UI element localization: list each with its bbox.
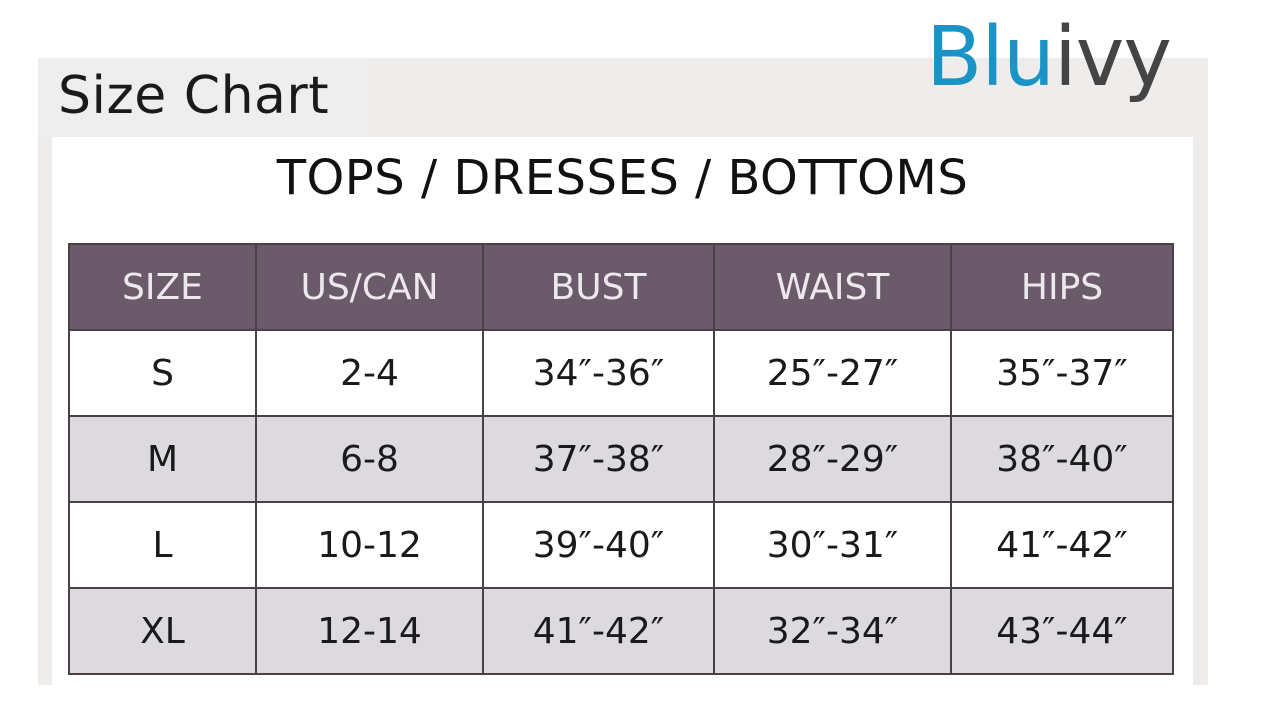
cell-bust: 34″-36″ xyxy=(482,329,715,417)
cell-waist: 32″-34″ xyxy=(713,587,952,675)
cell-hips: 35″-37″ xyxy=(950,329,1174,417)
size-table: SIZE US/CAN BUST WAIST HIPS S 2-4 34″-36″ 2… xyxy=(68,243,1174,675)
cell-us-can: 2-4 xyxy=(255,329,484,417)
column-header-size: SIZE xyxy=(68,243,257,331)
column-header-bust: BUST xyxy=(482,243,715,331)
cell-hips: 38″-40″ xyxy=(950,415,1174,503)
cell-size: S xyxy=(68,329,257,417)
cell-size: L xyxy=(68,501,257,589)
title-box xyxy=(38,58,368,137)
table-row: S 2-4 34″-36″ 25″-27″ 35″-37″ xyxy=(68,329,1174,417)
cell-waist: 25″-27″ xyxy=(713,329,952,417)
table-row: M 6-8 37″-38″ 28″-29″ 38″-40″ xyxy=(68,415,1174,503)
cell-hips: 41″-42″ xyxy=(950,501,1174,589)
table-row: L 10-12 39″-40″ 30″-31″ 41″-42″ xyxy=(68,501,1174,589)
cell-us-can: 10-12 xyxy=(255,501,484,589)
cell-us-can: 12-14 xyxy=(255,587,484,675)
column-header-hips: HIPS xyxy=(950,243,1174,331)
cell-hips: 43″-44″ xyxy=(950,587,1174,675)
column-header-waist: WAIST xyxy=(713,243,952,331)
column-header-us-can: US/CAN xyxy=(255,243,484,331)
cell-size: XL xyxy=(68,587,257,675)
cell-waist: 28″-29″ xyxy=(713,415,952,503)
cell-waist: 30″-31″ xyxy=(713,501,952,589)
cell-size: M xyxy=(68,415,257,503)
table-header-row: SIZE US/CAN BUST WAIST HIPS xyxy=(68,243,1174,331)
brand-logo: Bluivy xyxy=(926,10,1172,105)
logo-part-ivy: ivy xyxy=(1054,10,1172,105)
cell-bust: 39″-40″ xyxy=(482,501,715,589)
cell-bust: 41″-42″ xyxy=(482,587,715,675)
table-row: XL 12-14 41″-42″ 32″-34″ 43″-44″ xyxy=(68,587,1174,675)
cell-us-can: 6-8 xyxy=(255,415,484,503)
logo-part-blu: Blu xyxy=(926,10,1055,105)
page-title: Size Chart xyxy=(58,66,330,126)
chart-heading: TOPS / DRESSES / BOTTOMS xyxy=(276,150,969,206)
cell-bust: 37″-38″ xyxy=(482,415,715,503)
